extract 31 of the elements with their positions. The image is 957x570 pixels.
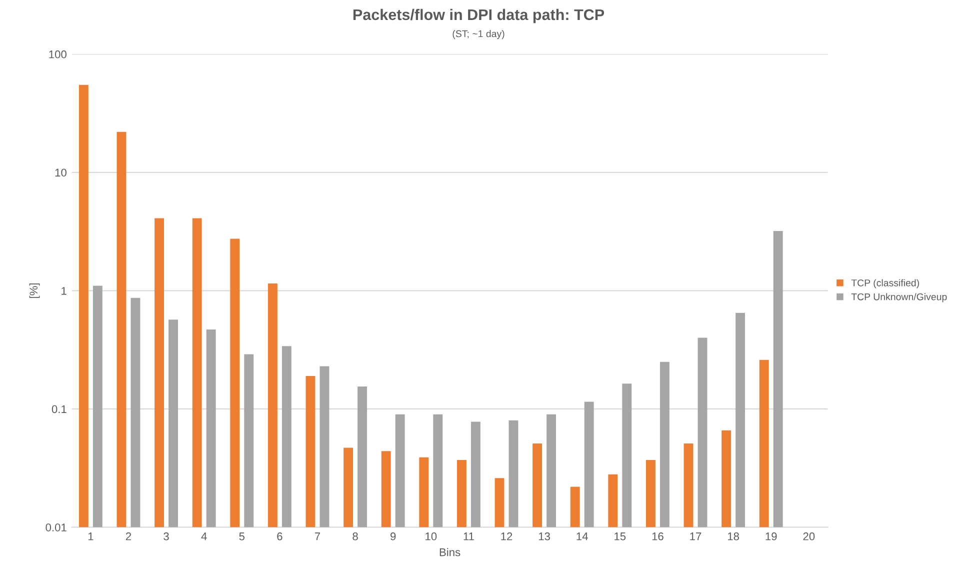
x-tick-label: 15 bbox=[614, 532, 626, 540]
x-tick-label: 2 bbox=[126, 532, 132, 540]
x-tick-label: 4 bbox=[201, 532, 207, 540]
legend-label: TCP (classified) bbox=[851, 279, 919, 288]
x-tick-label: 8 bbox=[352, 532, 358, 540]
chart-title: Packets/flow in DPI data path: TCP bbox=[353, 8, 604, 24]
y-tick-label: 100 bbox=[49, 50, 66, 58]
x-tick-label: 7 bbox=[314, 532, 320, 540]
x-axis-title: Bins bbox=[440, 548, 460, 556]
y-tick-label: 1 bbox=[62, 287, 66, 295]
x-tick-label: 19 bbox=[766, 532, 777, 540]
y-tick-label: 10 bbox=[55, 168, 66, 177]
y-tick-label: 0.01 bbox=[46, 524, 66, 532]
x-tick-label: 13 bbox=[538, 532, 550, 540]
x-tick-label: 20 bbox=[803, 532, 815, 540]
x-tick-label: 16 bbox=[652, 532, 664, 540]
x-tick-label: 11 bbox=[464, 532, 474, 540]
chart-subtitle: (ST; ~1 day) bbox=[452, 30, 504, 40]
x-tick-label: 6 bbox=[277, 532, 282, 540]
y-tick-label: 0.1 bbox=[52, 405, 66, 414]
x-tick-label: 1 bbox=[88, 532, 94, 540]
legend-label: TCP Unknown/Giveup bbox=[851, 293, 947, 302]
x-tick-label: 14 bbox=[576, 532, 588, 540]
x-tick-label: 3 bbox=[164, 532, 169, 540]
x-tick-label: 5 bbox=[239, 532, 245, 540]
x-tick-label: 17 bbox=[690, 532, 702, 540]
x-tick-label: 9 bbox=[390, 532, 396, 540]
x-tick-label: 18 bbox=[728, 532, 739, 540]
x-tick-label: 10 bbox=[426, 532, 437, 540]
x-tick-label: 12 bbox=[501, 532, 512, 540]
y-axis-title: [%] bbox=[29, 283, 40, 298]
